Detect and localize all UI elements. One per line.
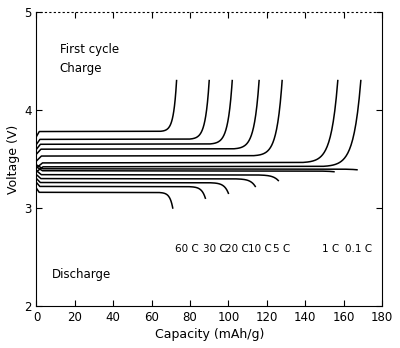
Text: 20 C: 20 C <box>224 244 248 254</box>
Text: 0.1 C: 0.1 C <box>346 244 372 254</box>
Text: 10 C: 10 C <box>248 244 271 254</box>
Text: First cycle: First cycle <box>60 43 119 56</box>
Text: Discharge: Discharge <box>52 268 111 281</box>
Text: 30 C: 30 C <box>204 244 227 254</box>
X-axis label: Capacity (mAh/g): Capacity (mAh/g) <box>154 328 264 341</box>
Text: 60 C: 60 C <box>175 244 198 254</box>
Text: 1 C: 1 C <box>322 244 340 254</box>
Text: Charge: Charge <box>60 62 102 75</box>
Text: 5 C: 5 C <box>272 244 290 254</box>
Y-axis label: Voltage (V): Voltage (V) <box>7 124 20 193</box>
